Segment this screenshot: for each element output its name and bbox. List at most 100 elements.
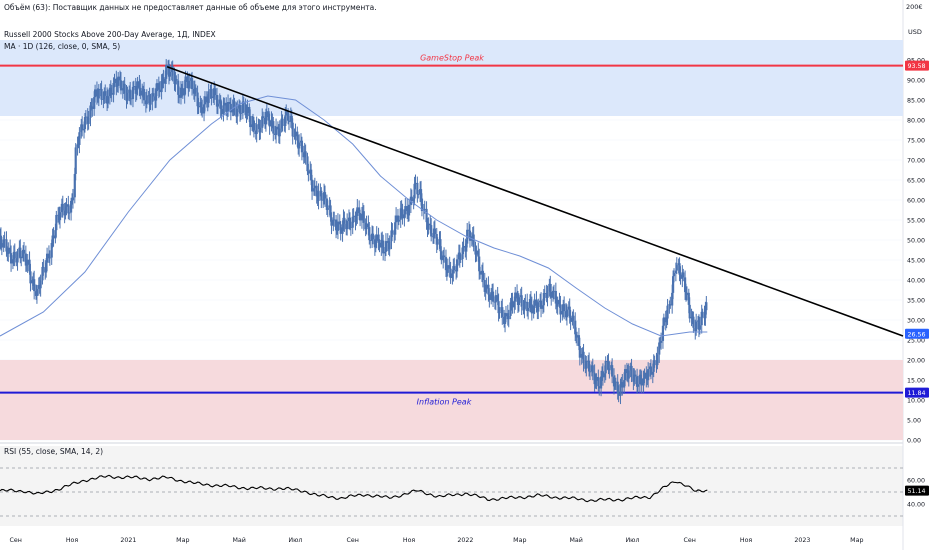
candle-body <box>118 76 122 81</box>
candle-body <box>255 124 258 135</box>
candle-body <box>371 233 375 240</box>
candle-body <box>575 335 579 338</box>
candle-body <box>175 79 178 81</box>
candle-body <box>585 360 588 369</box>
candle-body <box>130 98 133 100</box>
candle-body <box>661 325 665 341</box>
candle-body <box>649 366 653 375</box>
candle-body <box>365 223 368 230</box>
candle-body <box>200 102 203 108</box>
candle-body <box>640 378 643 386</box>
candle-body <box>349 226 352 228</box>
candle-body <box>475 250 478 255</box>
candle-body <box>535 299 538 308</box>
candle-body <box>639 374 642 379</box>
candle-body <box>29 271 32 284</box>
candle-body <box>123 83 126 94</box>
candle-body <box>520 295 523 307</box>
y-tick-label: 0.00 <box>907 438 921 445</box>
rsi-indicator-label[interactable]: RSI (55, close, SMA, 14, 2) <box>4 447 104 456</box>
x-tick-label: Май <box>232 536 245 544</box>
candle-body <box>41 266 44 281</box>
candle-body <box>410 196 413 202</box>
candle-body <box>565 309 569 318</box>
candle-body <box>625 369 629 374</box>
candle-body <box>503 316 507 324</box>
candle-body <box>90 105 93 107</box>
candle-body <box>348 217 352 227</box>
candle-body <box>488 294 491 300</box>
candle-body <box>325 198 328 210</box>
candle-body <box>612 376 616 387</box>
candle-body <box>695 321 698 332</box>
candle-body <box>352 215 355 217</box>
candle-body <box>593 372 596 385</box>
candle-body <box>87 117 90 124</box>
candle-body <box>580 353 583 358</box>
candle-body <box>274 126 278 136</box>
candle-body <box>455 259 459 272</box>
candle-body <box>509 302 512 316</box>
candle-body <box>71 197 75 201</box>
candle-body <box>196 92 199 107</box>
candle-body <box>532 305 535 314</box>
candle-body <box>171 66 174 76</box>
candle-body <box>219 99 222 110</box>
candle-body <box>701 311 704 313</box>
candle-body <box>136 81 139 90</box>
candle-body <box>322 199 325 201</box>
candle-body <box>617 393 620 396</box>
ma-indicator-label[interactable]: MA · 1D (126, close, 0, SMA, 5) <box>4 42 121 51</box>
candle-body <box>9 247 12 254</box>
y-tick-label: 90.00 <box>907 78 925 85</box>
candle-body <box>332 219 335 226</box>
price-tag-last-box <box>905 328 929 339</box>
candle-body <box>212 96 215 99</box>
candle-body <box>270 119 273 127</box>
candle-body <box>83 117 87 130</box>
candle-body <box>443 255 446 258</box>
candle-body <box>515 292 519 299</box>
candle-body <box>110 93 113 95</box>
candle-body <box>183 88 186 96</box>
candle-body <box>485 284 488 289</box>
candle-body <box>293 136 296 138</box>
candle-body <box>633 374 636 382</box>
candle-body <box>216 103 220 107</box>
candle-body <box>599 376 603 389</box>
candle-body <box>117 76 120 86</box>
candle-body <box>368 227 371 241</box>
candle-body <box>241 101 244 113</box>
candle-body <box>356 207 359 216</box>
candle-body <box>597 376 600 387</box>
candle-body <box>317 191 320 201</box>
candle-body <box>552 290 556 292</box>
candle-body <box>233 101 236 110</box>
candle-body <box>84 116 87 118</box>
candle-body <box>284 115 287 126</box>
price-tag-gamestop: 93.58 <box>908 63 926 70</box>
candle-body <box>89 105 92 118</box>
candle-body <box>151 93 154 102</box>
candle-body <box>313 185 316 189</box>
candle-body <box>19 247 22 257</box>
candle-body <box>326 207 329 210</box>
candle-body <box>563 304 566 312</box>
candle-body <box>278 128 281 137</box>
candle-body <box>467 229 471 231</box>
candle-body <box>320 190 323 201</box>
candle-body <box>390 230 393 242</box>
candle-body <box>155 83 159 92</box>
candle-body <box>514 292 517 302</box>
candle-body <box>682 272 685 278</box>
candle-body <box>42 266 45 269</box>
chart-title[interactable]: Russell 2000 Stocks Above 200-Day Averag… <box>4 30 216 39</box>
candle-body <box>149 101 152 105</box>
candle-body <box>430 225 433 237</box>
candle-body <box>2 239 5 248</box>
candle-body <box>690 316 693 319</box>
candle-body <box>659 340 663 343</box>
candle-body <box>339 224 342 234</box>
candle-body <box>427 223 430 230</box>
candle-body <box>578 346 581 358</box>
